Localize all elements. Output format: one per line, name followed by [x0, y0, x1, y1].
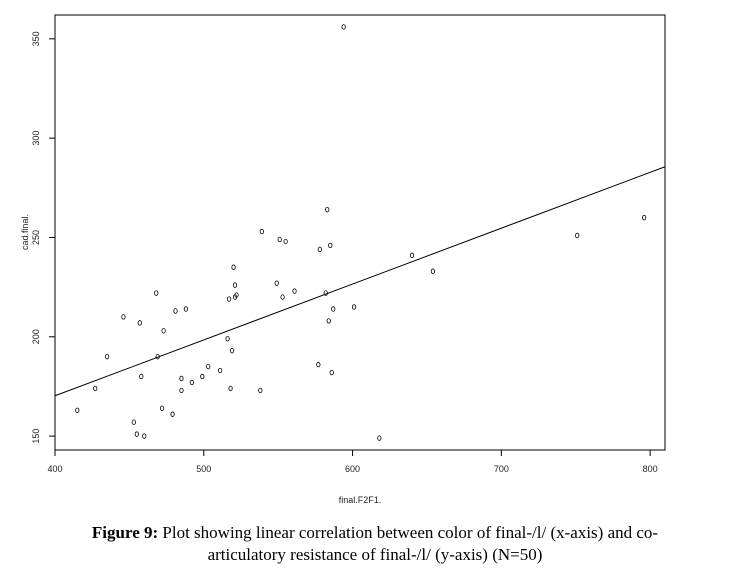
data-point: [161, 328, 166, 334]
data-point: [341, 24, 346, 30]
data-point: [173, 308, 178, 314]
data-point: [160, 405, 165, 411]
data-point: [170, 411, 175, 417]
plot-frame: [54, 14, 666, 451]
data-point: [377, 435, 382, 441]
data-point: [331, 306, 336, 312]
data-point: [206, 363, 211, 370]
scatter-plot: 400 500 600 700 800 150 200 250 300 350 final.F2F…: [20, 14, 666, 505]
caption-line-1: Figure 9: Plot showing linear correlatio…: [0, 522, 750, 544]
data-point: [316, 361, 321, 368]
data-point: [200, 373, 205, 380]
x-axis-title: final.F2F1.: [339, 495, 382, 505]
data-point: [259, 228, 264, 235]
y-tick-label: 250: [31, 230, 41, 245]
data-point: [277, 236, 282, 243]
y-tick-label: 350: [31, 31, 41, 46]
data-point: [280, 294, 285, 300]
data-point: [325, 206, 330, 213]
data-point: [229, 347, 235, 354]
data-point: [234, 292, 239, 298]
y-axis-title: cad.final.: [20, 214, 30, 250]
data-point: [329, 369, 334, 376]
x-tick-label: 800: [643, 464, 658, 474]
figure-caption: Figure 9: Plot showing linear correlatio…: [0, 522, 750, 566]
data-point: [121, 314, 126, 320]
caption-text-1: Plot showing linear correlation between …: [162, 523, 659, 542]
caption-line-2: articulatory resistance of final-/l/ (y-…: [207, 545, 543, 564]
data-point: [179, 387, 184, 394]
data-point: [226, 296, 232, 302]
data-point: [154, 290, 159, 296]
data-point: [326, 318, 331, 324]
y-tick-label: 150: [31, 429, 41, 444]
y-tick-label: 200: [31, 329, 41, 344]
data-point: [575, 232, 580, 239]
regression-line-group: [54, 166, 666, 397]
data-point: [75, 407, 80, 413]
x-tick-label: 400: [47, 464, 62, 474]
data-point: [430, 268, 436, 274]
data-point: [139, 373, 144, 380]
x-tick-label: 600: [345, 464, 360, 474]
x-tick-label: 500: [196, 464, 211, 474]
data-point: [351, 304, 357, 310]
data-point: [258, 387, 263, 394]
data-point: [104, 353, 110, 360]
data-point: [93, 385, 98, 392]
data-point: [131, 419, 136, 425]
data-point: [292, 288, 297, 294]
data-point: [228, 385, 233, 392]
data-points: [75, 24, 647, 441]
data-point: [232, 282, 238, 288]
axis-ticks: 400 500 600 700 800 150 200 250 300 350: [31, 31, 658, 474]
y-tick-label: 300: [31, 131, 41, 146]
data-point: [409, 252, 415, 259]
data-point: [218, 367, 223, 374]
data-point: [183, 306, 189, 312]
caption-label: Figure 9:: [91, 523, 159, 542]
data-point: [317, 246, 322, 253]
data-point: [189, 379, 194, 386]
data-point: [231, 264, 236, 270]
regression-line: [54, 166, 666, 397]
data-point: [225, 336, 230, 342]
data-point: [274, 280, 279, 286]
data-point: [134, 431, 139, 437]
x-tick-label: 700: [494, 464, 509, 474]
data-point: [142, 433, 147, 439]
data-point: [642, 214, 647, 221]
data-point: [179, 375, 184, 382]
data-point: [328, 242, 333, 249]
data-point: [137, 320, 142, 326]
data-point: [283, 238, 288, 245]
